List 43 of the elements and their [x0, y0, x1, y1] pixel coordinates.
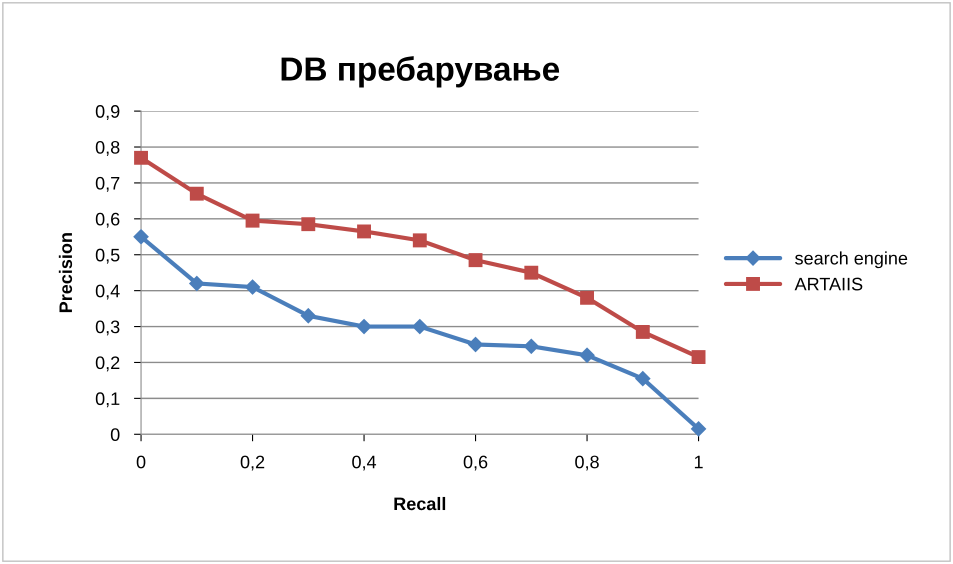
y-tick-label: 0,7 — [96, 176, 120, 192]
point — [636, 324, 650, 339]
point — [356, 318, 372, 334]
point — [357, 224, 371, 238]
point — [692, 350, 706, 364]
x-tick-label: 0,8 — [575, 456, 599, 471]
legend-label: ARTAIIS — [794, 278, 862, 290]
y-tick-label: 0,4 — [96, 284, 120, 300]
point — [189, 276, 204, 292]
point — [579, 348, 595, 363]
point — [133, 229, 149, 244]
point — [468, 336, 484, 352]
y-tick-label: 0,5 — [96, 248, 120, 264]
y-tick-label: 0,2 — [96, 356, 120, 372]
legend-label: search engine — [795, 251, 908, 268]
y-tick-label: 0,3 — [96, 320, 120, 336]
x-axis-title: Recall — [394, 496, 446, 510]
point — [635, 371, 650, 386]
y-tick-label: 0 — [110, 428, 120, 441]
chart-title: DB пребарување — [282, 56, 560, 88]
point — [246, 214, 260, 228]
x-tick-label: 0,6 — [464, 456, 488, 471]
point — [524, 266, 538, 280]
y-tick-label: 0,8 — [96, 140, 120, 156]
point — [468, 253, 482, 268]
point — [524, 338, 539, 354]
x-tick-label: 0,4 — [352, 456, 376, 471]
point — [301, 217, 316, 232]
point — [300, 308, 316, 324]
point — [412, 233, 427, 248]
point — [412, 318, 428, 334]
y-tick-label: 0,1 — [96, 392, 120, 408]
x-tick-label: 0 — [136, 456, 146, 468]
x-tick-label: 1 — [694, 456, 703, 468]
y-tick-label: 0,6 — [96, 212, 120, 228]
point — [690, 421, 706, 436]
y-axis-title: Precision — [58, 233, 72, 312]
x-tick-label: 0,2 — [240, 456, 264, 471]
y-tick-label: 0,9 — [96, 105, 120, 120]
point — [244, 279, 260, 295]
point — [580, 290, 594, 305]
point — [134, 150, 148, 165]
point — [190, 186, 204, 201]
